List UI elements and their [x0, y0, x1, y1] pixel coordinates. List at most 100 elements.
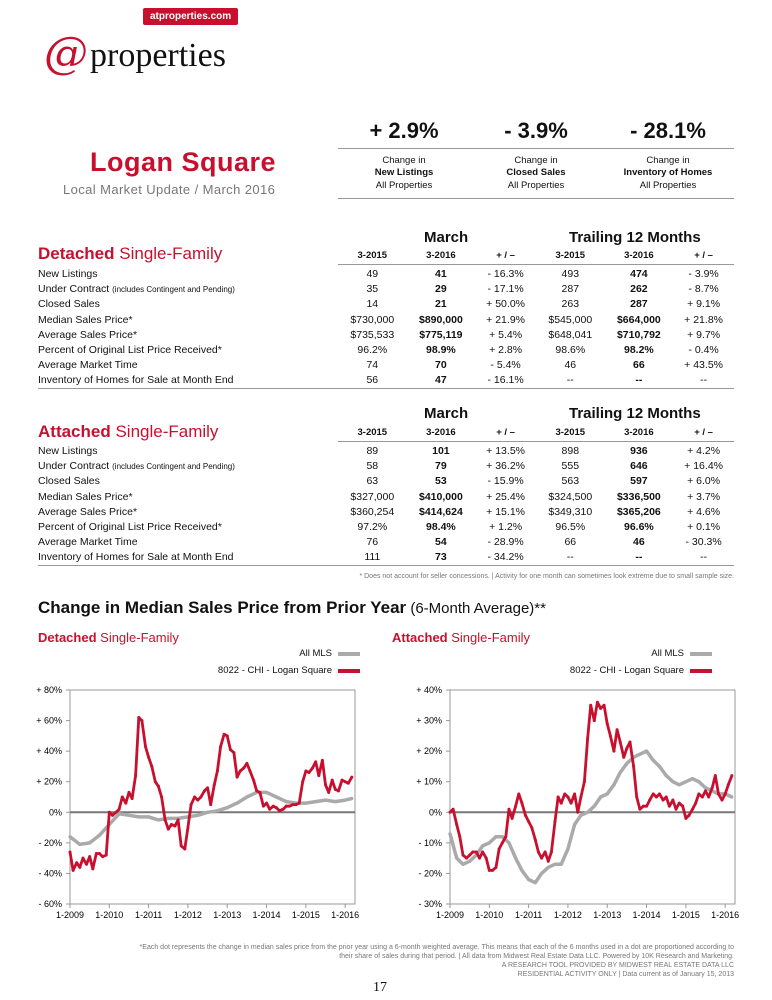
- table-cell: $360,254: [350, 505, 395, 518]
- data-point-logan-square: [140, 719, 144, 723]
- series-line-all-mls: [68, 790, 353, 847]
- plot-frame: [449, 689, 736, 905]
- table-cell: 74: [366, 359, 379, 372]
- data-point-logan-square: [487, 868, 491, 872]
- detached-section-title: Detached Single-Family: [38, 244, 223, 263]
- data-point-logan-square: [160, 795, 164, 799]
- data-point-logan-square: [651, 792, 655, 796]
- data-point-logan-square: [514, 804, 518, 808]
- row-label: Average Market Time: [38, 536, 138, 549]
- attached-section-title: Attached Single-Family: [38, 422, 219, 441]
- data-point-logan-square: [114, 810, 118, 814]
- data-point-all-mls: [644, 749, 649, 753]
- table-cell: 98.4%: [426, 520, 456, 533]
- y-tick-label: + 60%: [36, 716, 62, 726]
- row-label: Percent of Original List Price Received*: [38, 343, 222, 356]
- detached-trailing-header: Trailing 12 Months: [569, 229, 701, 246]
- data-point-all-mls: [350, 796, 354, 801]
- page-subtitle: Local Market Update / March 2016: [63, 182, 276, 197]
- data-point-logan-square: [193, 795, 197, 799]
- table-cell: 21: [435, 298, 447, 311]
- data-point-logan-square: [540, 856, 544, 860]
- data-point-all-mls: [651, 758, 655, 762]
- y-tick-label: + 20%: [416, 746, 442, 756]
- table-row: Average Market Time 76 54 - 28.9% 66 46 - 30.3…: [38, 535, 734, 550]
- data-point-logan-square: [533, 838, 537, 842]
- data-point-logan-square: [97, 852, 101, 856]
- row-label: New Listings: [38, 444, 98, 457]
- data-point-logan-square: [671, 798, 675, 802]
- table-footnote: * Does not account for seller concession…: [359, 573, 734, 580]
- data-point-all-mls: [343, 798, 347, 802]
- data-point-logan-square: [330, 778, 334, 782]
- data-point-logan-square: [163, 818, 167, 822]
- table-cell: - 8.7%: [688, 283, 719, 296]
- table-cell: 287: [561, 283, 580, 296]
- site-badge[interactable]: atproperties.com: [143, 8, 239, 25]
- data-point-logan-square: [206, 786, 210, 790]
- table-cell: 53: [435, 475, 447, 488]
- table-cell: - 16.3%: [487, 268, 524, 280]
- data-point-all-mls: [68, 835, 72, 839]
- data-point-all-mls: [605, 792, 609, 796]
- data-point-logan-square: [530, 826, 534, 830]
- table-cell: $648,041: [548, 328, 593, 341]
- y-tick-label: + 10%: [416, 777, 442, 787]
- detached-legend-mls: All MLS: [160, 648, 360, 659]
- table-cell: --: [604, 372, 674, 389]
- data-point-logan-square: [176, 818, 180, 822]
- y-tick-label: + 30%: [416, 716, 442, 726]
- data-point-all-mls: [507, 841, 511, 845]
- data-point-logan-square: [582, 780, 586, 784]
- data-point-logan-square: [579, 795, 583, 799]
- data-point-all-mls: [147, 815, 151, 819]
- data-point-all-mls: [205, 810, 210, 814]
- data-point-all-mls: [225, 806, 229, 810]
- table-cell: 49: [366, 268, 379, 280]
- x-tick-label: 1-2012: [554, 910, 582, 920]
- data-point-logan-square: [173, 824, 177, 828]
- data-point-logan-square: [543, 850, 547, 854]
- table-cell: --: [535, 549, 605, 566]
- data-point-logan-square: [494, 865, 498, 869]
- data-point-logan-square: [294, 803, 298, 807]
- data-point-logan-square: [710, 786, 714, 790]
- data-point-all-mls: [585, 810, 590, 814]
- column-header: 3-2015: [338, 424, 407, 442]
- data-point-logan-square: [484, 856, 488, 860]
- attached-chart: - 30% - 20% - 10% 0% + 10% + 20% + 30% + 40% 1-2…: [416, 685, 739, 920]
- data-point-all-mls: [156, 818, 161, 822]
- table-row: Inventory of Homes for Sale at Month End…: [38, 372, 734, 389]
- data-point-logan-square: [143, 745, 147, 749]
- data-point-logan-square: [468, 853, 472, 857]
- data-point-all-mls: [677, 783, 681, 787]
- data-point-logan-square: [137, 716, 141, 720]
- table-cell: --: [673, 549, 734, 566]
- data-point-logan-square: [307, 771, 311, 775]
- column-header: 3-2015: [535, 247, 605, 265]
- data-point-logan-square: [569, 801, 573, 805]
- data-point-logan-square: [654, 795, 658, 799]
- data-point-logan-square: [661, 798, 665, 802]
- charts-heading: Change in Median Sales Price from Prior …: [38, 598, 546, 617]
- data-point-logan-square: [340, 778, 344, 782]
- data-point-logan-square: [301, 780, 305, 784]
- data-point-all-mls: [697, 780, 701, 784]
- table-cell: + 3.7%: [687, 490, 721, 503]
- data-point-logan-square: [451, 807, 455, 811]
- row-label: New Listings: [38, 267, 98, 280]
- data-point-logan-square: [94, 852, 98, 856]
- data-point-logan-square: [265, 801, 269, 805]
- data-point-all-mls: [448, 832, 452, 836]
- table-cell: --: [535, 372, 605, 389]
- table-cell: 898: [561, 445, 580, 457]
- table-cell: - 15.9%: [487, 475, 524, 488]
- data-point-logan-square: [608, 734, 612, 738]
- data-point-logan-square: [222, 732, 226, 736]
- data-point-logan-square: [232, 751, 236, 755]
- y-tick-label: - 20%: [38, 838, 62, 848]
- table-cell: $545,000: [548, 313, 593, 326]
- data-point-all-mls: [553, 862, 557, 866]
- row-label: Inventory of Homes for Sale at Month End: [38, 549, 338, 566]
- chart-footnote: *Each dot represents the change in media…: [139, 944, 734, 979]
